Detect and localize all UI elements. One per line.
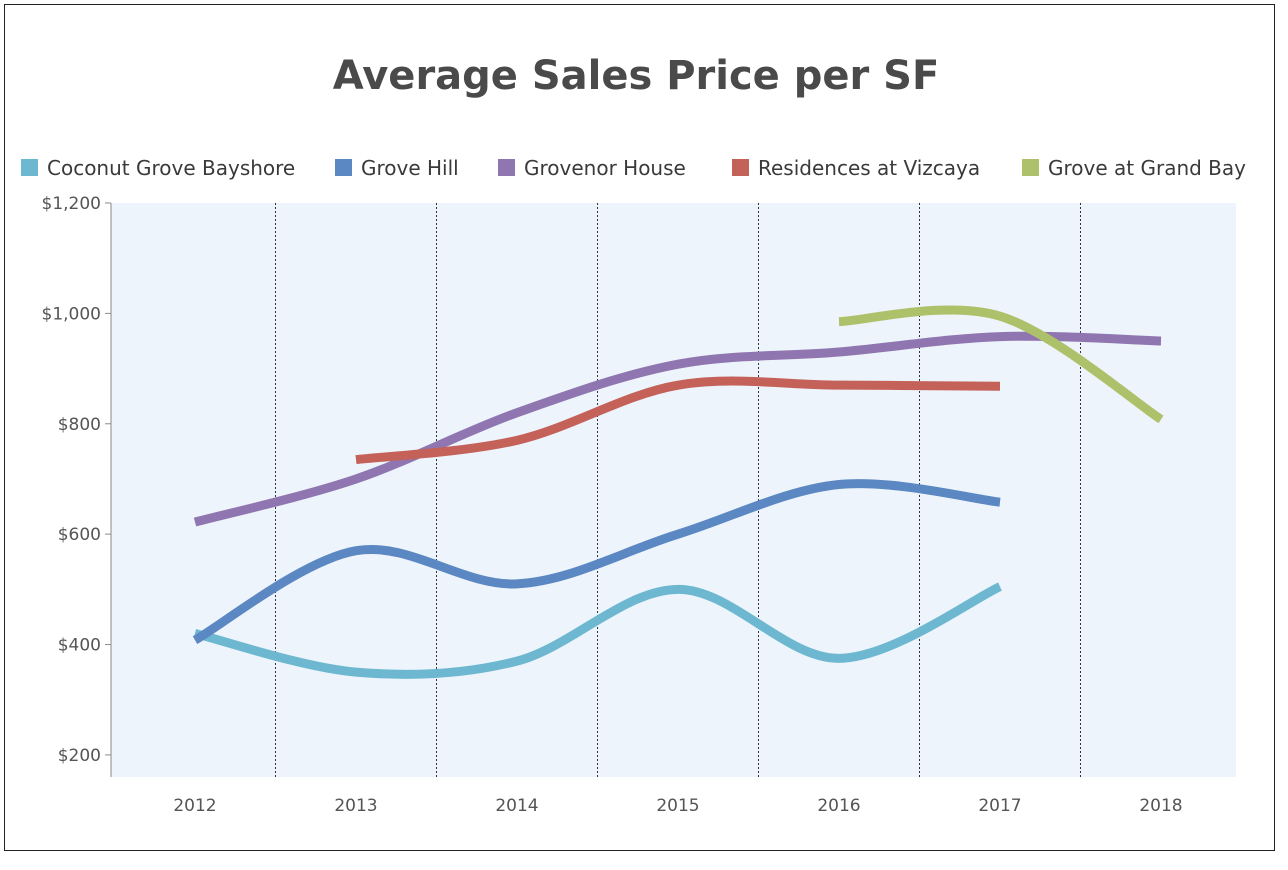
legend-item-grove-at-grand-bay: Grove at Grand Bay [1022,156,1246,180]
y-tick-label: $400 [58,636,101,656]
series-line-grove-hill [192,479,1001,645]
y-tick-label: $800 [58,415,101,435]
y-tick-label: $1,000 [42,304,101,324]
series-line-grove-at-grand-bay [838,305,1164,424]
x-tick-label: 2013 [334,796,377,816]
legend-swatch [732,159,749,176]
legend-label: Residences at Vizcaya [758,156,980,180]
legend-swatch [498,159,515,176]
x-tick-label: 2016 [817,796,860,816]
x-tick-label: 2012 [173,796,216,816]
plot-area [111,203,1236,777]
chart-title: Average Sales Price per SF [333,53,940,99]
series-line-residences-at-vizcaya [355,376,1001,465]
legend-swatch [1022,159,1039,176]
legend-label: Coconut Grove Bayshore [47,156,295,180]
chart: Average Sales Price per SF Coconut Grove… [21,53,1246,816]
x-axis-ticks: 2012 2013 2014 2015 2016 2017 2018 [173,796,1182,816]
legend-swatch [21,159,38,176]
legend: Coconut Grove Bayshore Grove Hill Grovenor… [21,156,1246,180]
y-tick-label: $200 [58,746,101,766]
legend-item-residences-at-vizcaya: Residences at Vizcaya [732,156,980,180]
x-tick-label: 2017 [978,796,1021,816]
legend-label: Grovenor House [524,156,686,180]
x-tick-label: 2014 [495,796,538,816]
legend-item-coconut-grove-bayshore: Coconut Grove Bayshore [21,156,295,180]
legend-item-grovenor-house: Grovenor House [498,156,686,180]
y-tick-label: $600 [58,525,101,545]
legend-label: Grove at Grand Bay [1048,156,1246,180]
series-line-grovenor-house [193,331,1162,527]
x-tick-label: 2015 [656,796,699,816]
y-axis-ticks: $200 $400 $600 $800 $1,000 $1,200 [42,194,111,766]
y-tick-label: $1,200 [42,194,101,214]
legend-label: Grove Hill [361,156,459,180]
legend-item-grove-hill: Grove Hill [335,156,459,180]
series-line-coconut-grove-bayshore [193,582,1002,679]
x-tick-label: 2018 [1139,796,1182,816]
series-lines [192,305,1164,679]
chart-frame: Average Sales Price per SF Coconut Grove… [4,4,1275,851]
legend-swatch [335,159,352,176]
